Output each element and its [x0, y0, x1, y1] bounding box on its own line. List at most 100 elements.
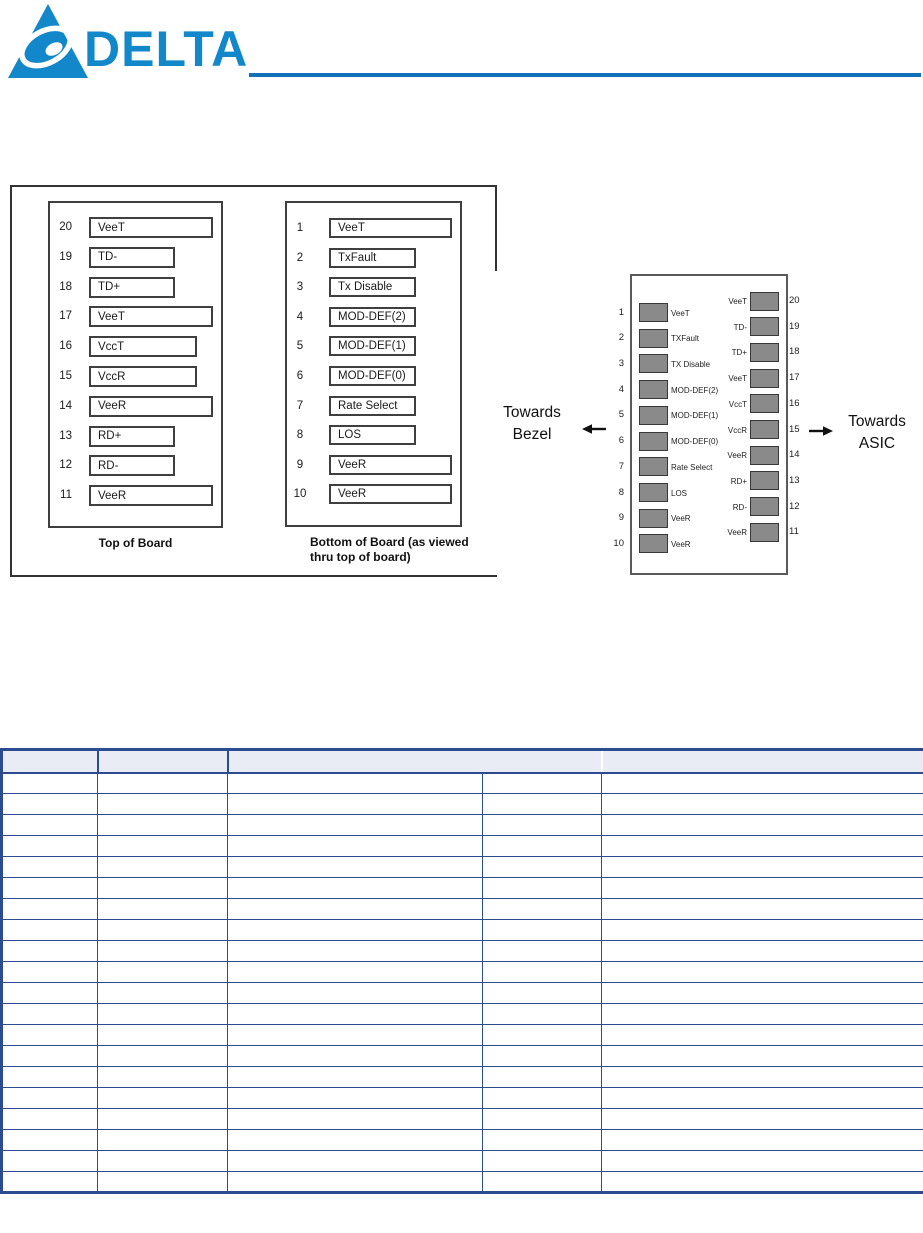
table-cell: [1, 814, 98, 836]
table-cell: [97, 772, 228, 794]
table-row: [1, 1171, 923, 1193]
pin-number: 5: [296, 340, 304, 353]
pin-box: LOS: [329, 425, 416, 446]
table-cell: [482, 835, 602, 857]
table-row: [1, 835, 923, 857]
table-cell: [97, 898, 228, 920]
table-row: [1, 1150, 923, 1172]
table-cell: [227, 877, 483, 899]
pad: [639, 508, 668, 528]
table-row: [1, 877, 923, 899]
table-cell: [97, 1066, 228, 1088]
table-cell: [482, 1003, 602, 1025]
table-cell: [97, 856, 228, 878]
pad: [639, 328, 668, 348]
pad: [750, 497, 779, 517]
table-cell: [1, 1129, 98, 1151]
pin-number: 10: [293, 488, 307, 501]
figure-frame-line: [10, 185, 497, 577]
table-row: [1, 1066, 923, 1088]
pin-number: 3: [618, 357, 624, 369]
table-cell: [601, 814, 923, 836]
pin-box: VeeR: [329, 484, 452, 505]
pad: [639, 483, 668, 503]
table-cell: [482, 1024, 602, 1046]
pin-number: 18: [59, 280, 72, 293]
table-cell: [97, 1045, 228, 1067]
table-cell: [482, 1045, 602, 1067]
pin-box: RD+: [89, 425, 175, 447]
pin-number: 17: [789, 372, 800, 384]
towards-asic-line1: Towards: [848, 413, 906, 430]
table-cell: [1, 793, 98, 815]
table-cell: [97, 1129, 228, 1151]
table-cell: [601, 772, 923, 794]
pin-label: MOD-DEF(1): [671, 411, 719, 421]
pin-number: 13: [59, 429, 72, 442]
pin-box: TD+: [89, 276, 175, 298]
table-cell: [601, 1045, 923, 1067]
pad: [639, 354, 668, 374]
table-cell: [227, 1045, 483, 1067]
table-row: [1, 1108, 923, 1130]
table-cell: [97, 1108, 228, 1130]
table-cell: [97, 940, 228, 962]
table-cell: [482, 898, 602, 920]
pin-label: VeeT: [728, 297, 747, 306]
table-cell: [97, 877, 228, 899]
pin-label: VeeR: [727, 528, 747, 538]
pin-number: 1: [296, 222, 304, 234]
table-cell: [601, 940, 923, 962]
pin-box: VeeR: [89, 395, 213, 417]
bottom-board-caption-line2: thru top of board): [310, 550, 411, 564]
table-cell: [601, 793, 923, 815]
towards-asic-line2: ASIC: [858, 435, 896, 452]
top-board-caption: Top of Board: [98, 536, 173, 550]
table-cell: [227, 772, 483, 794]
towards-bezel-label: Towards Bezel: [489, 402, 575, 446]
table-cell: [1, 1171, 98, 1193]
table-cell: [1, 1087, 98, 1109]
pin-box: VeeR: [329, 454, 452, 475]
table-cell: [227, 898, 483, 920]
table-head: [1, 749, 923, 774]
arrow-head: [823, 426, 833, 436]
table-cell: [482, 1108, 602, 1130]
table-cell: [1, 1024, 98, 1046]
pin-label: RD-: [732, 502, 747, 512]
table-cell: [97, 961, 228, 983]
table-cell: [227, 1087, 483, 1109]
pin-number: 19: [59, 250, 72, 263]
pin-number: 9: [296, 458, 304, 471]
pin-box: TD-: [89, 246, 175, 268]
table-row: [1, 856, 923, 878]
table-header-cell: [226, 749, 483, 774]
pin-box: RD-: [89, 455, 175, 477]
table-cell: [97, 1171, 228, 1193]
table-cell: [601, 1003, 923, 1025]
pin-number: 16: [59, 340, 72, 353]
table-cell: [227, 814, 483, 836]
pin-number: 4: [296, 310, 304, 323]
pin-number: 14: [59, 399, 72, 412]
delta-ellipse-dot: [45, 42, 63, 56]
towards-bezel-line2: Bezel: [512, 426, 552, 443]
table-row: [1, 793, 923, 815]
table-cell: [97, 1003, 228, 1025]
pin-number: 16: [789, 397, 800, 409]
table-row: [1, 1129, 923, 1151]
bottom-board-caption: Bottom of Board (as viewed thru top of b…: [310, 535, 480, 565]
table-cell: [482, 772, 602, 794]
table-row: [1, 1087, 923, 1109]
table-header-cell: [482, 749, 602, 774]
table-cell: [1, 961, 98, 983]
pin-box: VccR: [89, 366, 197, 387]
bottom-board-caption-line1: Bottom of Board (as viewed: [310, 535, 469, 549]
table-cell: [227, 1171, 483, 1193]
pin-number: 18: [789, 346, 800, 358]
pin-number: 6: [618, 435, 624, 447]
pin-box: Tx Disable: [329, 277, 416, 298]
pin-label: VeeR: [671, 539, 691, 549]
table-header-row: [1, 749, 923, 774]
pad: [750, 445, 779, 465]
